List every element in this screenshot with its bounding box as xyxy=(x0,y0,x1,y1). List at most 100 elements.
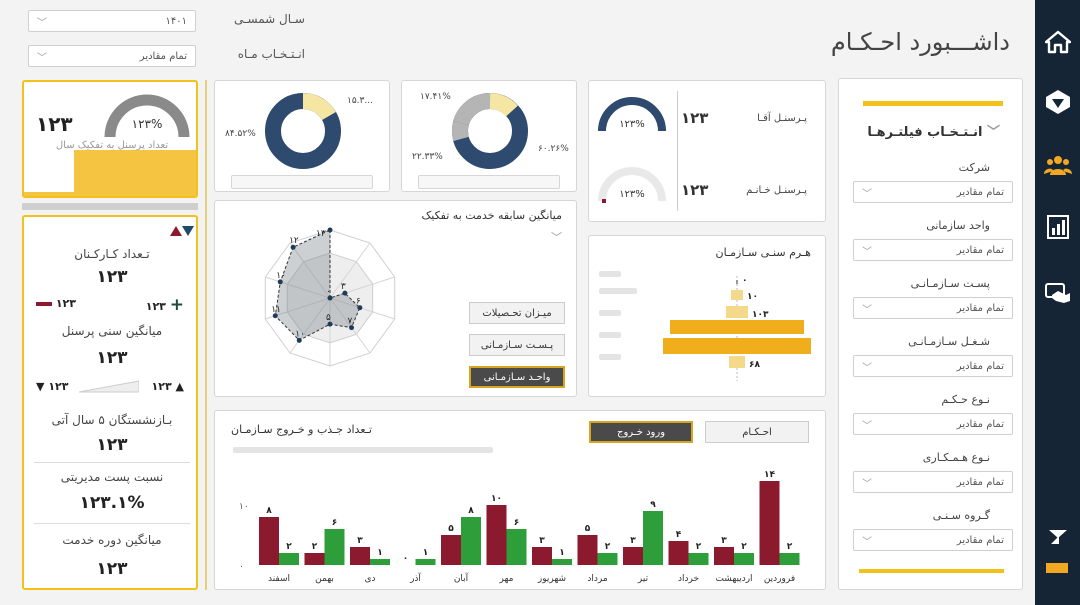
month-select[interactable]: تمام مقادیر ﹀ xyxy=(28,45,196,67)
filter-select[interactable]: تمام مقادیر ﹀ xyxy=(853,239,1013,261)
filter-accent-bar xyxy=(863,101,1003,106)
radar-point[interactable] xyxy=(327,321,333,327)
bar-exit[interactable] xyxy=(279,553,299,565)
age-trend-sparkline xyxy=(79,380,139,393)
bar-entry[interactable] xyxy=(350,547,370,565)
bar-exit[interactable] xyxy=(461,517,481,565)
year-select[interactable]: ۱۴۰۱ ﹀ xyxy=(28,10,196,32)
radar-chart: ۱۳ ۰ ۳۶۷ ۵ ۱۰ ۱۱ ۱۰ ۱۲ xyxy=(264,227,396,367)
age-up: ۱۲۳ ▲ xyxy=(152,380,184,393)
handshake-icon[interactable] xyxy=(1041,276,1074,309)
x-tick-label: خرداد xyxy=(678,574,699,584)
bar-exit[interactable] xyxy=(643,511,663,565)
page-indicator[interactable] xyxy=(1046,563,1068,573)
bar-exit[interactable] xyxy=(597,553,618,565)
bar-entry[interactable] xyxy=(441,535,461,565)
radar-point[interactable] xyxy=(327,227,333,233)
bar-exit[interactable] xyxy=(779,553,800,565)
radar-point[interactable] xyxy=(277,279,283,285)
male-label: پـرسنـل آقـا xyxy=(757,113,807,124)
x-tick-label: شهریور xyxy=(537,574,566,584)
tab-rulings[interactable]: احـکـام xyxy=(705,421,809,443)
radar-point[interactable] xyxy=(296,337,302,343)
bar-exit-label: ۱ xyxy=(423,548,429,558)
home-icon[interactable] xyxy=(1041,25,1074,58)
bar-entry[interactable] xyxy=(486,505,507,565)
radar-point[interactable] xyxy=(272,313,278,319)
bar-entry[interactable] xyxy=(532,547,552,565)
bar-exit[interactable] xyxy=(324,529,345,565)
radar-point[interactable] xyxy=(342,290,348,296)
radar-point[interactable] xyxy=(349,325,355,331)
bar-entry[interactable] xyxy=(577,535,598,565)
people-icon[interactable] xyxy=(1041,148,1074,181)
month-value: تمام مقادیر xyxy=(139,50,187,62)
chevron-down-icon[interactable]: ﹀ xyxy=(551,231,562,244)
radar-point[interactable] xyxy=(290,244,296,250)
bar-entry-label: ۳ xyxy=(357,536,363,546)
pyramid-bar[interactable] xyxy=(729,356,745,368)
pyramid-title: هـرم سنـی سـازمـان xyxy=(715,246,811,259)
page-title: داشـــبورد احـکـام xyxy=(830,28,1010,56)
power-bi-icon[interactable] xyxy=(1041,520,1074,553)
bar-exit[interactable] xyxy=(688,553,709,565)
bars-legend xyxy=(233,447,493,453)
mgmt-label: نسبت پست مدیریتی xyxy=(60,470,164,484)
avg-age-value: ۱۲۳ xyxy=(96,348,128,368)
female-gauge: ۱۲۳% xyxy=(598,167,666,203)
bar-entry[interactable] xyxy=(259,517,279,565)
radar-axis xyxy=(329,276,395,299)
pyramid-axis-label xyxy=(599,288,637,294)
donut1-legend xyxy=(231,175,373,189)
bar-exit[interactable] xyxy=(415,559,436,565)
pyramid-value-label: ۱۰ xyxy=(747,292,758,302)
pyramid-bar[interactable] xyxy=(736,280,738,284)
bar-exit[interactable] xyxy=(506,529,527,565)
gender-divider xyxy=(677,91,678,211)
radar-btn-post[interactable]: پـسـت سـازمـانی xyxy=(469,334,565,356)
pyramid-bar[interactable] xyxy=(670,320,804,334)
bar-exit[interactable] xyxy=(370,559,390,565)
x-tick-label: اردیبهشت xyxy=(715,574,752,584)
bar-entry-label: ۱۰ xyxy=(491,494,502,504)
tab-entry-exit[interactable]: ورود خـروج xyxy=(589,421,693,443)
chevron-down-icon: ﹀ xyxy=(862,478,872,490)
x-tick-label: مهر xyxy=(499,574,514,584)
filter-select[interactable]: تمام مقادیر ﹀ xyxy=(853,413,1013,435)
filter-select[interactable]: تمام مقادیر ﹀ xyxy=(853,297,1013,319)
bar-entry[interactable] xyxy=(668,541,689,565)
bar-entry-label: ۱۴ xyxy=(764,470,775,480)
pyramid-bar[interactable] xyxy=(663,338,811,354)
filter-label: نـوع هـمـکـاری xyxy=(922,451,990,464)
radar-point[interactable] xyxy=(327,295,333,301)
filter-select[interactable]: تمام مقادیر ﹀ xyxy=(853,529,1013,551)
top-kpi-gauge: ۱۲۳% xyxy=(104,94,190,138)
bar-exit[interactable] xyxy=(552,559,572,565)
radar-value-label: ۱۰ xyxy=(295,329,305,339)
pyramid-bar[interactable] xyxy=(731,290,743,300)
bar-entry[interactable] xyxy=(623,547,643,565)
top-kpi-caption: تعداد پرسنل به تفکیک سال xyxy=(55,140,169,151)
radar-btn-unit[interactable]: واحـد سـازمـانی xyxy=(469,366,565,388)
radar-btn-education[interactable]: میـزان تحـصیلات xyxy=(469,302,565,324)
filter-select[interactable]: تمام مقادیر ﹀ xyxy=(853,181,1013,203)
bar-exit[interactable] xyxy=(734,553,754,565)
logo-icon[interactable] xyxy=(1041,85,1074,118)
filter-select[interactable]: تمام مقادیر ﹀ xyxy=(853,355,1013,377)
service-label: میانگین دوره خدمت xyxy=(62,533,162,547)
bar-exit-label: ۸ xyxy=(468,506,474,516)
radar-point[interactable] xyxy=(357,305,363,311)
bar-entry[interactable] xyxy=(759,481,780,565)
sort-arrows-icon[interactable] xyxy=(170,226,194,238)
bar-entry[interactable] xyxy=(714,547,734,565)
year-label: سـال شمسـی xyxy=(234,12,305,26)
filter-panel: ﹀ انـتـخـاب فیلتـرهـا شرکت تمام مقادیر ﹀ وا… xyxy=(838,78,1023,590)
filter-select[interactable]: تمام مقادیر ﹀ xyxy=(853,471,1013,493)
month-label: انـتـخـاب مـاه xyxy=(237,47,305,61)
bar-entry[interactable] xyxy=(304,553,325,565)
headcount-label: تـعداد کـارکـنان xyxy=(74,247,150,261)
donut1-left-label: ۸۴.۵۲% xyxy=(225,129,256,139)
age-up-value: ۱۲۳ xyxy=(151,380,172,393)
report-chart-icon[interactable] xyxy=(1041,210,1074,243)
pyramid-bar[interactable] xyxy=(726,306,748,318)
